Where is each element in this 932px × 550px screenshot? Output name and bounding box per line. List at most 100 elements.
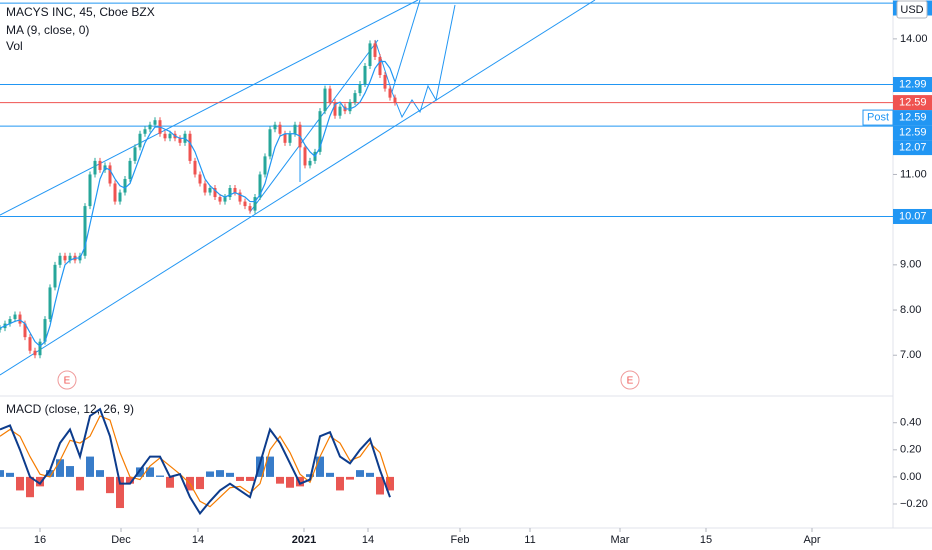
- earnings-label: E: [64, 376, 71, 387]
- histogram-bar: [126, 476, 134, 484]
- histogram-bar: [276, 476, 284, 484]
- candle: [363, 65, 367, 85]
- candle: [388, 88, 392, 98]
- candle: [23, 323, 27, 338]
- candle: [283, 133, 287, 143]
- histogram-bar: [106, 476, 114, 494]
- histogram-bar: [316, 456, 324, 477]
- candle: [393, 97, 397, 103]
- channel-line: [0, 0, 596, 376]
- projection-path: [391, 0, 421, 93]
- candle: [63, 255, 67, 261]
- histogram-bar: [286, 476, 294, 488]
- x-tick-label: 16: [34, 534, 46, 546]
- histogram-bar: [96, 470, 104, 477]
- histogram-bar: [6, 472, 14, 477]
- price-badge-label: 12.59: [899, 111, 927, 123]
- histogram-bar: [116, 476, 124, 509]
- y-tick-label: −0.20: [900, 498, 928, 510]
- candle: [308, 160, 312, 166]
- candle: [278, 124, 282, 134]
- candle: [228, 188, 232, 198]
- candle: [53, 264, 57, 288]
- histogram-bar: [386, 476, 394, 491]
- candle: [128, 160, 132, 179]
- histogram-bar: [356, 470, 364, 477]
- earnings-marker: [57, 370, 77, 390]
- candle: [58, 255, 62, 265]
- candle: [163, 133, 167, 139]
- histogram-bar: [346, 476, 354, 480]
- candle: [148, 124, 152, 130]
- price-badge: [893, 95, 932, 111]
- candle: [83, 206, 87, 256]
- x-tick-label: 11: [524, 534, 535, 546]
- price-badge: [893, 140, 932, 156]
- candle: [328, 88, 332, 103]
- candle: [123, 178, 127, 193]
- histogram-bar: [366, 472, 374, 477]
- candle: [113, 183, 117, 202]
- candle: [263, 156, 267, 175]
- candle: [323, 88, 327, 112]
- candle: [318, 111, 322, 152]
- histogram-bar: [16, 476, 24, 491]
- price-badge: [893, 77, 932, 93]
- channel-line: [0, 0, 419, 216]
- price-badge-label: 12.07: [899, 141, 927, 153]
- x-tick-label: 14: [192, 534, 204, 546]
- histogram-bar: [0, 470, 4, 477]
- candle: [98, 160, 102, 170]
- post-badge-label: Post: [867, 111, 889, 123]
- candle: [373, 43, 377, 57]
- y-tick-label: 0.40: [900, 417, 921, 429]
- macd-legend: MACD (close, 12, 26, 9): [6, 402, 134, 416]
- candle: [203, 183, 207, 193]
- x-tick-label: Mar: [611, 534, 630, 546]
- ma-legend: MA (9, close, 0): [6, 23, 89, 37]
- price-badge: [893, 110, 932, 126]
- candle: [238, 192, 242, 202]
- histogram-bar: [326, 472, 334, 477]
- earnings-marker: [620, 370, 640, 390]
- histogram-bar: [56, 459, 64, 477]
- y-tick-label: 14.00: [900, 33, 928, 45]
- candle: [133, 147, 137, 161]
- projection-path: [374, 4, 456, 119]
- candle: [213, 188, 217, 198]
- histogram-bar: [146, 467, 154, 477]
- candle: [93, 160, 97, 175]
- price-badge-label: 12.59: [899, 96, 927, 108]
- candle: [348, 102, 352, 112]
- candle: [143, 129, 147, 134]
- candle: [43, 319, 47, 342]
- candle: [48, 287, 52, 320]
- histogram-bar: [136, 467, 144, 477]
- histogram-bar: [226, 472, 234, 477]
- candle: [288, 133, 292, 143]
- x-tick-label: 14: [362, 534, 374, 546]
- y-tick-label: 0.20: [900, 444, 921, 456]
- x-tick-label: Dec: [111, 534, 131, 546]
- histogram-bar: [336, 476, 344, 491]
- candle: [68, 255, 72, 261]
- candle: [333, 102, 337, 116]
- histogram-bar: [216, 470, 224, 477]
- candle: [118, 192, 122, 202]
- histogram-bar: [246, 476, 254, 481]
- candle: [303, 147, 307, 166]
- candle: [198, 174, 202, 184]
- histogram-bar: [76, 476, 84, 491]
- histogram-bar: [156, 475, 164, 477]
- currency-label: USD: [900, 4, 923, 16]
- histogram-bar: [26, 476, 34, 498]
- candle: [88, 174, 92, 207]
- candle: [33, 350, 37, 356]
- price-badge-label: 12.59: [899, 126, 927, 138]
- x-tick-label: 15: [700, 534, 712, 546]
- candle: [273, 124, 277, 130]
- candle: [193, 160, 197, 175]
- price-badge-label: 12.99: [899, 78, 927, 90]
- macd-line: [0, 407, 391, 516]
- histogram-bar: [236, 476, 244, 481]
